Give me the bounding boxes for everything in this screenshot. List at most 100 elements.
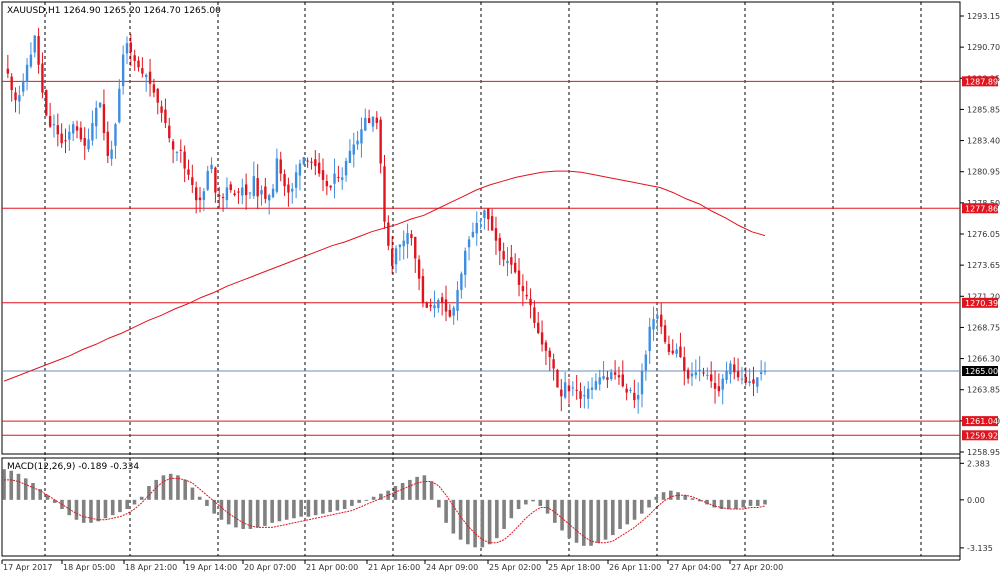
candle-body bbox=[464, 250, 467, 275]
candle-body bbox=[494, 228, 498, 241]
candle-body bbox=[360, 129, 363, 144]
macd-bar bbox=[654, 496, 659, 500]
candle-body bbox=[698, 369, 701, 372]
macd-bar bbox=[444, 499, 448, 523]
macd-bar bbox=[226, 499, 231, 525]
macd-bar bbox=[103, 499, 108, 519]
candle-body bbox=[6, 68, 10, 74]
candle-body bbox=[102, 104, 106, 134]
candle-body bbox=[29, 54, 33, 67]
macd-bar bbox=[176, 475, 180, 500]
candle-body bbox=[390, 248, 394, 266]
level-label: 1261.04 bbox=[965, 417, 998, 426]
macd-bar bbox=[632, 499, 637, 520]
macd-bar bbox=[335, 499, 340, 511]
candle-body bbox=[60, 133, 63, 144]
macd-bar bbox=[466, 499, 470, 545]
candle-body bbox=[414, 236, 417, 259]
vertical-grid bbox=[44, 2, 922, 556]
candle-body bbox=[164, 109, 167, 123]
time-tick-label: 18 Apr 05:00 bbox=[63, 563, 115, 572]
candle-body bbox=[560, 389, 563, 397]
candle-body bbox=[763, 371, 767, 373]
candle-body bbox=[71, 124, 75, 134]
level-label-bg bbox=[962, 76, 998, 87]
axis-labels: 1293.151290.701288.251285.851283.401280.… bbox=[1, 12, 1000, 572]
macd-bar bbox=[89, 499, 93, 523]
candle-body bbox=[148, 71, 152, 84]
candle-body bbox=[291, 188, 294, 192]
level-label-bg bbox=[962, 430, 998, 441]
candle-body bbox=[594, 381, 598, 390]
macd-bar bbox=[567, 499, 572, 539]
candle-body bbox=[610, 372, 613, 380]
macd-bar bbox=[712, 499, 717, 508]
candle-body bbox=[129, 42, 133, 53]
macd-bar bbox=[364, 499, 369, 501]
time-tick-label: 20 Apr 07:00 bbox=[244, 563, 296, 572]
candle-body bbox=[475, 222, 478, 234]
candle-body bbox=[52, 124, 56, 126]
macd-bar bbox=[110, 499, 115, 516]
symbol-info: XAUUSD,H1 1264.90 1265.20 1264.70 1265.0… bbox=[7, 6, 221, 16]
candle-body bbox=[744, 376, 747, 383]
candle-body bbox=[271, 188, 275, 198]
candle-body bbox=[709, 374, 713, 382]
price-tick-label: 1263.85 bbox=[967, 386, 1000, 395]
candle-body bbox=[260, 190, 263, 195]
macd-bar bbox=[502, 499, 506, 529]
macd-bar bbox=[495, 499, 499, 539]
candle-body bbox=[33, 35, 36, 53]
candle-body bbox=[241, 187, 244, 196]
candle-body bbox=[575, 389, 578, 391]
macd-bar bbox=[748, 499, 753, 506]
candle-body bbox=[106, 131, 109, 156]
macd-tick-label: 0.00 bbox=[967, 496, 985, 505]
candle-body bbox=[341, 177, 344, 180]
candle-body bbox=[567, 385, 571, 392]
candle-body bbox=[433, 305, 436, 309]
level-label-bg bbox=[962, 366, 998, 377]
macd-bar bbox=[371, 496, 376, 500]
macd-bar bbox=[241, 499, 245, 529]
candle-body bbox=[479, 220, 482, 222]
candle-body bbox=[41, 63, 44, 93]
macd-bar bbox=[357, 499, 361, 503]
macd-bar bbox=[52, 499, 57, 503]
macd-bar bbox=[516, 499, 521, 510]
candle-body bbox=[740, 378, 744, 380]
candle-body bbox=[544, 342, 548, 351]
candle-body bbox=[256, 178, 259, 197]
candle-body bbox=[95, 107, 98, 127]
macd-bar bbox=[415, 476, 419, 500]
candle-body bbox=[137, 60, 140, 68]
macd-bar bbox=[306, 499, 311, 517]
macd-bar bbox=[132, 499, 137, 505]
macd-bar bbox=[538, 499, 543, 506]
candlesticks bbox=[6, 27, 767, 414]
candle-body bbox=[56, 125, 60, 135]
macd-bar bbox=[553, 499, 557, 523]
candle-body bbox=[733, 364, 736, 373]
candle-body bbox=[133, 55, 136, 61]
candle-body bbox=[294, 172, 298, 188]
candle-body bbox=[513, 262, 517, 273]
macd-bar bbox=[560, 499, 564, 531]
time-tick-label: 21 Apr 00:00 bbox=[306, 563, 358, 572]
candle-body bbox=[37, 36, 40, 65]
time-tick-label: 27 Apr 04:00 bbox=[669, 563, 721, 572]
candle-body bbox=[490, 216, 494, 231]
candle-body bbox=[64, 140, 67, 142]
time-tick-label: 25 Apr 18:00 bbox=[548, 563, 600, 572]
candle-body bbox=[283, 174, 286, 187]
candle-body bbox=[606, 377, 609, 380]
macd-bar bbox=[393, 486, 398, 500]
candle-body bbox=[325, 180, 329, 187]
candle-body bbox=[736, 371, 740, 378]
candle-body bbox=[337, 176, 340, 178]
candle-body bbox=[152, 84, 156, 93]
candle-body bbox=[237, 191, 240, 193]
candle-body bbox=[621, 374, 624, 387]
